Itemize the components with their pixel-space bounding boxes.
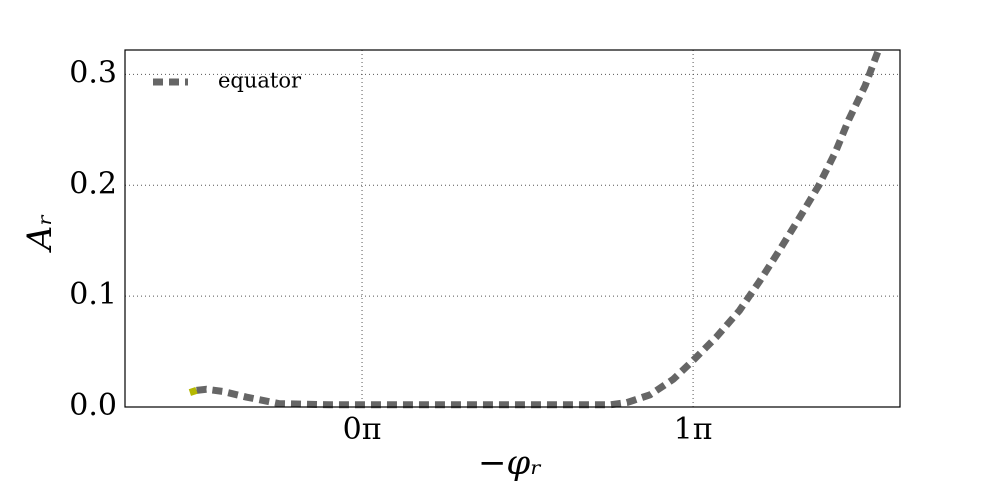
y-tick-label: 0.0 [69, 388, 117, 423]
x-tick-label: 1π [674, 412, 713, 447]
y-axis-label: Aᵣ [20, 214, 60, 253]
data-line [188, 387, 198, 396]
x-tick-label: 0π [343, 412, 382, 447]
data-line [196, 48, 882, 409]
legend-label: equator [218, 69, 302, 93]
plot-frame [124, 49, 901, 408]
y-tick-label: 0.1 [69, 277, 117, 312]
x-axis-label: −φᵣ [478, 443, 542, 483]
y-tick-label: 0.3 [69, 55, 117, 90]
y-tick-label: 0.2 [69, 166, 117, 201]
